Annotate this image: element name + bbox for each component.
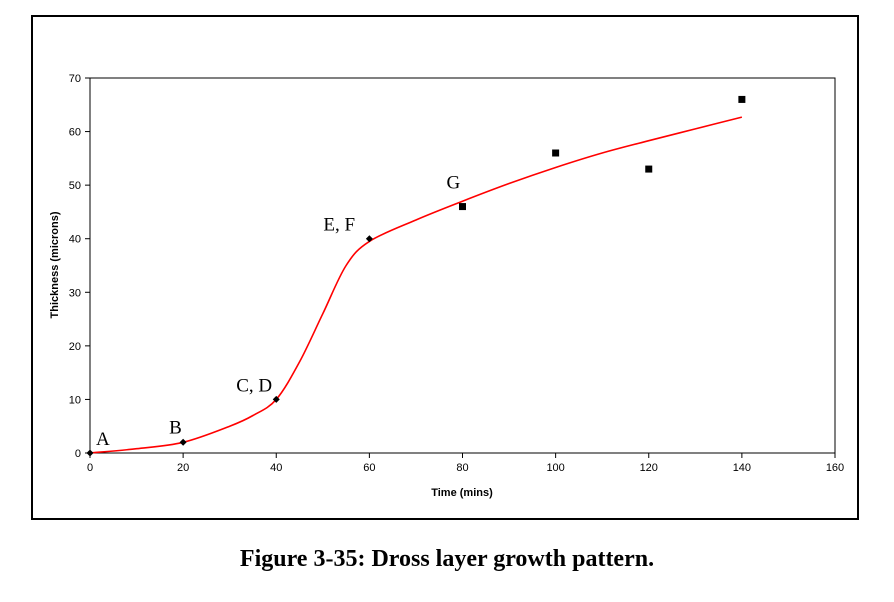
x-tick-label: 40: [270, 462, 282, 474]
y-tick-label: 0: [75, 448, 81, 460]
data-point-diamond: [272, 395, 280, 403]
fit-curve: [89, 116, 743, 454]
data-markers: [86, 95, 746, 457]
annotation-label: E, F: [323, 215, 355, 236]
y-tick-label: 40: [69, 234, 81, 246]
x-tick-label: 100: [546, 462, 564, 474]
y-tick-label: 50: [69, 180, 81, 192]
y-tick-label: 20: [69, 341, 81, 353]
data-point-diamond: [179, 438, 187, 446]
fit-curve-line: [89, 116, 743, 454]
x-tick-label: 120: [640, 462, 658, 474]
x-tick-label: 20: [177, 462, 189, 474]
annotation-label: G: [447, 173, 461, 194]
x-tick-label: 140: [733, 462, 751, 474]
data-point-square: [552, 149, 560, 157]
figure-caption: Figure 3-35: Dross layer growth pattern.: [239, 546, 655, 572]
plot-area: [89, 77, 836, 454]
data-point-diamond: [365, 235, 373, 243]
y-tick-label: 60: [69, 127, 81, 139]
x-axis-ticks: 0 20 40 60 80 100 120 140 160: [87, 453, 844, 474]
annotation-label: B: [169, 417, 182, 438]
y-tick-label: 10: [69, 394, 81, 406]
data-point-square: [738, 95, 746, 103]
y-tick-label: 70: [69, 73, 81, 85]
x-axis-title: Time (mins): [431, 487, 493, 499]
y-tick-label: 30: [69, 287, 81, 299]
x-tick-label: 60: [363, 462, 375, 474]
x-tick-label: 0: [87, 462, 93, 474]
point-annotations: A B C, D E, F G: [96, 173, 461, 450]
chart: 0 20 40 60 80 100 120 140 160 0 10 20 30 40 50 60 70 Ti…: [31, 15, 859, 520]
y-axis-ticks: 0 10 20 30 40 50 60 70: [69, 73, 90, 460]
x-tick-label: 80: [456, 462, 468, 474]
data-point-square: [645, 165, 653, 173]
annotation-label: C, D: [236, 375, 272, 396]
data-point-diamond: [86, 449, 94, 457]
y-axis-title: Thickness (microns): [49, 211, 61, 318]
data-point-square: [459, 203, 466, 211]
x-tick-label: 160: [826, 462, 844, 474]
annotation-label: A: [96, 429, 110, 450]
